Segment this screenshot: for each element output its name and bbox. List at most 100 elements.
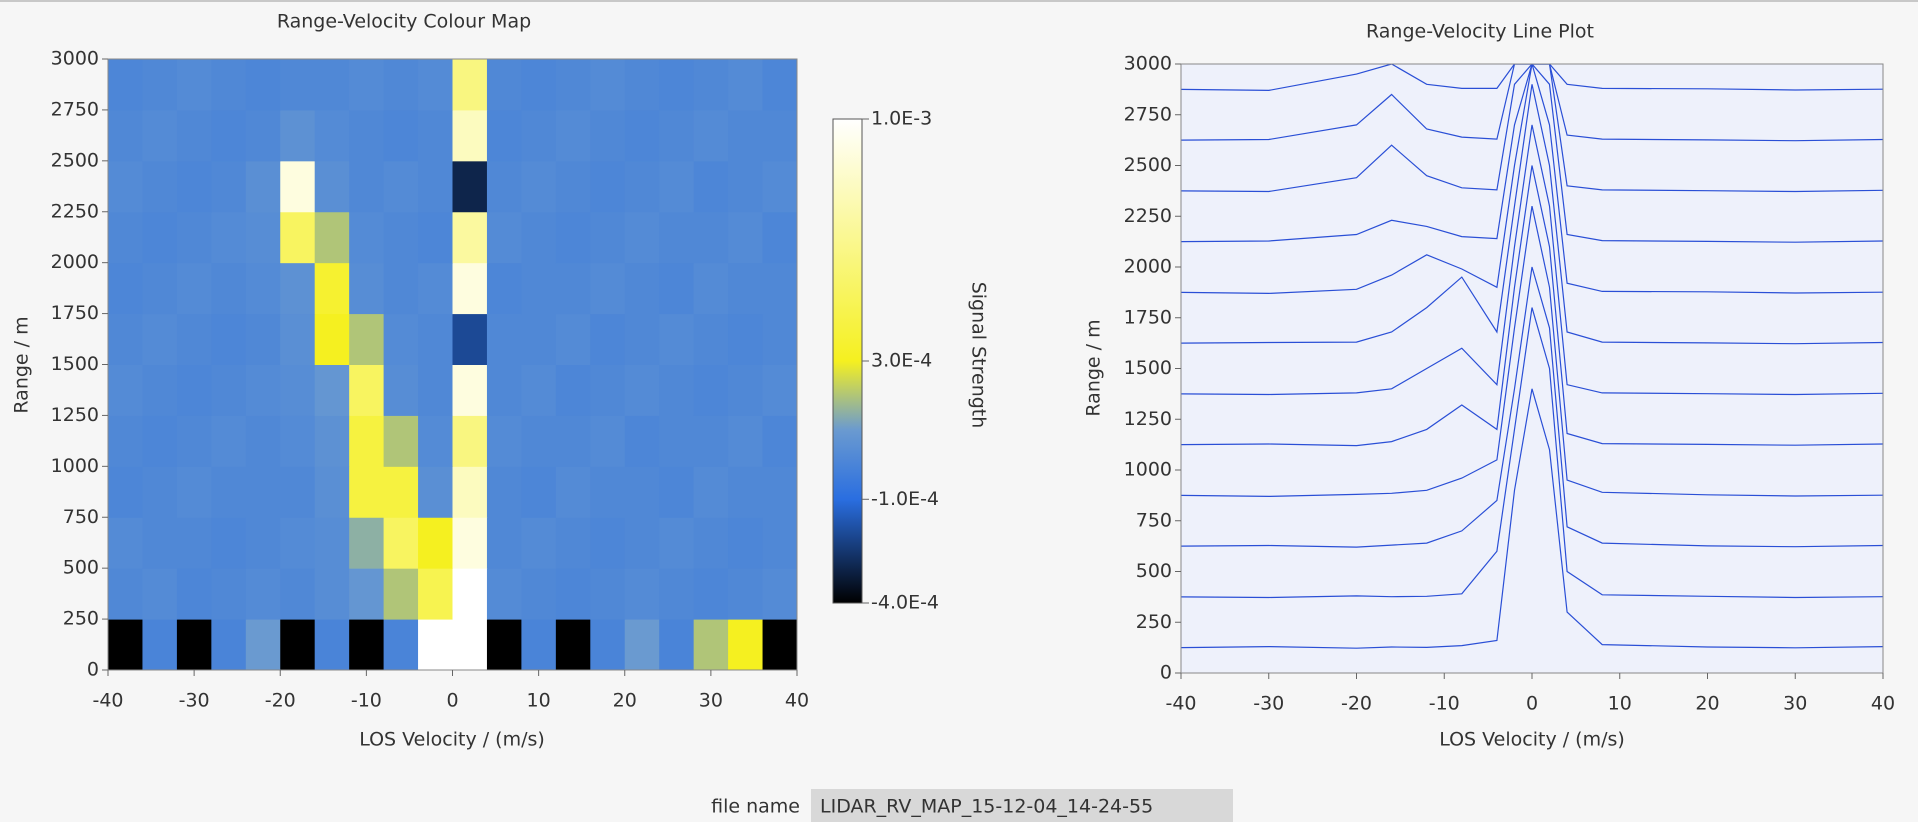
heatmap-cell: [418, 110, 453, 161]
heatmap-cell: [453, 110, 488, 161]
heatmap-cell: [763, 517, 798, 568]
field-label: file name: [711, 796, 800, 818]
heatmap-cell: [487, 568, 522, 619]
heatmap-cell: [280, 110, 315, 161]
x-tick-label: 0: [1526, 693, 1538, 715]
heatmap-cell: [246, 517, 281, 568]
heatmap-cell: [659, 212, 694, 263]
heatmap-cell: [142, 466, 177, 517]
heatmap-cell: [349, 59, 384, 110]
heatmap-cell: [487, 263, 522, 314]
heatmap-cell: [625, 314, 660, 365]
heatmap-cell: [246, 59, 281, 110]
heatmap-cell: [177, 365, 212, 416]
heatmap-cell: [211, 212, 246, 263]
heatmap-cell: [211, 59, 246, 110]
heatmap-cell: [728, 161, 763, 212]
heatmap-cell: [211, 619, 246, 670]
heatmap-cell: [177, 619, 212, 670]
heatmap-cell: [384, 517, 419, 568]
plot-background: [1181, 64, 1883, 673]
heatmap-cell: [521, 365, 556, 416]
heatmap-cell: [177, 466, 212, 517]
heatmap-cell: [108, 263, 143, 314]
heatmap-cell: [453, 568, 488, 619]
colorbar-tick-label: 3.0E-4: [871, 350, 932, 372]
heatmap-cell: [763, 263, 798, 314]
heatmap-cell: [556, 263, 591, 314]
heatmap-cell: [349, 161, 384, 212]
heatmap-cell: [108, 110, 143, 161]
heatmap-cell: [246, 619, 281, 670]
heatmap-cell: [384, 263, 419, 314]
heatmap-cell: [211, 568, 246, 619]
heatmap-cell: [349, 619, 384, 670]
x-tick-label: 10: [527, 690, 551, 712]
heatmap-cell: [177, 415, 212, 466]
heatmap-cell: [659, 161, 694, 212]
y-tick-label: 1500: [1124, 357, 1172, 379]
colorbar-tick-label: -1.0E-4: [871, 488, 939, 510]
heatmap-cell: [280, 517, 315, 568]
heatmap-cell: [418, 59, 453, 110]
heatmap-cell: [590, 568, 625, 619]
x-tick-label: 20: [1695, 693, 1719, 715]
heatmap-cell: [728, 365, 763, 416]
heatmap-cell: [142, 161, 177, 212]
heatmap-cell: [315, 110, 350, 161]
heatmap-cell: [177, 59, 212, 110]
heatmap-cell: [349, 517, 384, 568]
y-tick-label: 0: [87, 659, 99, 681]
x-tick-label: -30: [1253, 693, 1284, 715]
colorbar-tick-label: 1.0E-3: [871, 108, 932, 130]
heatmap-cell: [590, 212, 625, 263]
heatmap-cell: [246, 263, 281, 314]
heatmap-cell: [487, 466, 522, 517]
heatmap-cell: [728, 314, 763, 365]
y-tick-label: 1000: [1124, 459, 1172, 481]
x-tick-label: -40: [92, 690, 123, 712]
heatmap-cell: [280, 466, 315, 517]
heatmap-cell: [453, 59, 488, 110]
heatmap-cell: [521, 212, 556, 263]
heatmap-cell: [590, 263, 625, 314]
heatmap-cell: [108, 619, 143, 670]
heatmap-cell: [246, 161, 281, 212]
x-tick-label: 40: [785, 690, 809, 712]
heatmap-cell: [763, 161, 798, 212]
heatmap-cell: [142, 415, 177, 466]
heatmap-cell: [246, 568, 281, 619]
heatmap-cell: [728, 110, 763, 161]
heatmap-cell: [280, 59, 315, 110]
heatmap-cell: [694, 314, 729, 365]
heatmap-cell: [418, 415, 453, 466]
heatmap-cell: [763, 212, 798, 263]
heatmap-cell: [315, 314, 350, 365]
heatmap-cell: [487, 517, 522, 568]
heatmap-cell: [177, 263, 212, 314]
y-tick-label: 1250: [1124, 408, 1172, 430]
heatmap-cell: [625, 263, 660, 314]
x-tick-label: -20: [265, 690, 296, 712]
heatmap-cell: [142, 212, 177, 263]
heatmap-cell: [487, 212, 522, 263]
y-tick-label: 250: [1136, 611, 1172, 633]
heatmap-cell: [694, 365, 729, 416]
heatmap-cell: [659, 466, 694, 517]
x-tick-label: 10: [1608, 693, 1632, 715]
heatmap-cell: [384, 466, 419, 517]
x-tick-label: 30: [699, 690, 723, 712]
heatmap-cell: [763, 415, 798, 466]
y-tick-label: 2750: [51, 98, 99, 120]
x-tick-label: -30: [179, 690, 210, 712]
heatmap-cell: [453, 619, 488, 670]
heatmap-cell: [625, 466, 660, 517]
heatmap-cell: [108, 314, 143, 365]
heatmap-cell: [625, 161, 660, 212]
heatmap-cell: [625, 619, 660, 670]
heatmap-cell: [177, 161, 212, 212]
y-tick-label: 1000: [51, 455, 99, 477]
heatmap-cell: [211, 110, 246, 161]
heatmap-cell: [694, 415, 729, 466]
heatmap-cell: [694, 466, 729, 517]
